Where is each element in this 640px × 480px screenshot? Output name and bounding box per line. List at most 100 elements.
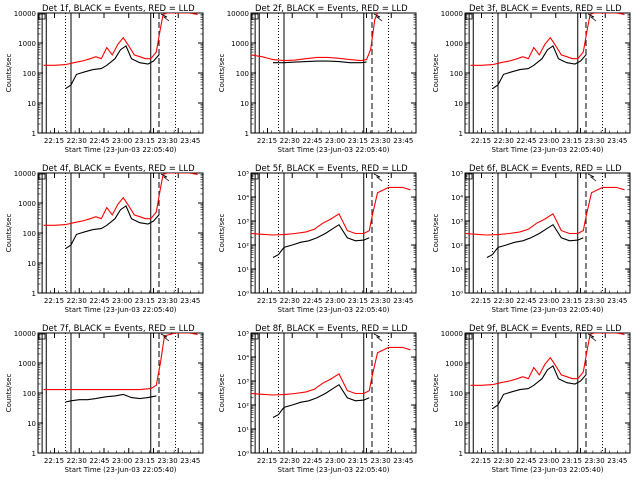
x-tick-label: 23:15 (348, 457, 368, 465)
series-group (470, 333, 625, 410)
corner-marker (38, 333, 46, 340)
series-group (470, 13, 625, 90)
flare-marker-icon (160, 13, 170, 22)
x-tick-label: 22:45 (302, 137, 322, 145)
x-tick-label: 22:30 (494, 457, 514, 465)
chart-panel-8: Det 8f, BLACK = Events, RED = LLD Counts/… (218, 324, 417, 474)
event-lines (41, 13, 176, 133)
x-tick-label: 23:30 (370, 297, 390, 305)
y-axis-label: Counts/sec (218, 374, 226, 413)
chart-panel-4: Det 4f, BLACK = Events, RED = LLD Counts/… (5, 164, 204, 314)
series-lld-line (470, 333, 625, 386)
event-lines (468, 173, 603, 293)
x-tick-label: 22:30 (67, 137, 87, 145)
x-axis-label: Start Time (23-Jun-03 22:05:40) (65, 466, 177, 474)
y-axis-label: Counts/sec (432, 54, 440, 93)
x-tick-label: 22:15 (44, 457, 64, 465)
event-lines (254, 13, 389, 133)
x-tick-label: 22:15 (471, 297, 491, 305)
x-tick-label: 23:30 (157, 457, 177, 465)
series-group (43, 333, 198, 403)
x-tick-label: 23:45 (180, 457, 200, 465)
chart-panel-5: Det 5f, BLACK = Events, RED = LLD Counts/… (218, 164, 417, 314)
x-tick-label: 22:15 (44, 137, 64, 145)
series-group (465, 186, 625, 258)
y-tick-label: 1000 (18, 40, 36, 48)
y-tick-label: 10³ (451, 218, 463, 226)
series-events-line (272, 383, 370, 418)
y-tick-label: 1 (32, 450, 36, 458)
x-tick-label: 22:30 (67, 457, 87, 465)
x-tick-label: 23:15 (135, 137, 155, 145)
x-tick-label: 23:00 (325, 137, 345, 145)
corner-marker (38, 13, 46, 20)
x-tick-label: 23:15 (348, 137, 368, 145)
y-tick-label: 100 (23, 230, 36, 238)
corner-marker (465, 13, 473, 20)
x-axis-label: Start Time (23-Jun-03 22:05:40) (65, 306, 177, 314)
x-tick-label: 22:45 (516, 457, 536, 465)
x-tick-label: 22:30 (280, 297, 300, 305)
x-tick-label: 23:15 (135, 297, 155, 305)
event-lines (41, 333, 176, 453)
series-events-line (272, 223, 370, 258)
y-tick-label: 10² (237, 242, 249, 250)
chart-title: Det 6f, BLACK = Events, RED = LLD (469, 164, 622, 174)
x-axis-label: Start Time (23-Jun-03 22:05:40) (278, 466, 390, 474)
plot-frame (37, 172, 204, 294)
x-tick-label: 22:15 (471, 137, 491, 145)
y-tick-label: 100 (450, 70, 463, 78)
y-tick-label: 10⁴ (451, 194, 463, 202)
series-events-line (65, 393, 157, 403)
plot-frame (464, 172, 631, 294)
flare-marker-icon (587, 333, 597, 342)
x-tick-label: 23:15 (562, 297, 582, 305)
y-tick-label: 10000 (14, 330, 36, 338)
corner-marker (465, 173, 473, 180)
x-tick-label: 23:00 (112, 297, 132, 305)
plot-frame (250, 172, 417, 294)
y-tick-label: 1000 (231, 40, 249, 48)
x-tick-label: 23:15 (562, 457, 582, 465)
chart-panel-7: Det 7f, BLACK = Events, RED = LLD Counts/… (5, 324, 204, 474)
chart-panel-6: Det 6f, BLACK = Events, RED = LLD Counts/… (432, 164, 631, 314)
chart-title: Det 4f, BLACK = Events, RED = LLD (42, 164, 195, 174)
chart-panel-3: Det 3f, BLACK = Events, RED = LLD Counts/… (432, 4, 631, 154)
x-tick-label: 23:30 (584, 297, 604, 305)
x-tick-label: 23:45 (607, 297, 627, 305)
y-tick-label: 1 (459, 450, 463, 458)
series-group (251, 346, 411, 418)
chart-panel-2: Det 2f, BLACK = Events, RED = LLD Counts/… (218, 4, 417, 154)
x-tick-label: 23:15 (562, 137, 582, 145)
flare-marker-icon (160, 173, 170, 182)
x-tick-label: 22:15 (44, 297, 64, 305)
series-lld-line (43, 173, 198, 226)
event-lines (468, 13, 603, 133)
plot-frame (37, 332, 204, 454)
x-tick-label: 23:45 (393, 137, 413, 145)
x-tick-label: 23:45 (607, 137, 627, 145)
corner-marker (465, 333, 473, 340)
series-lld-line (43, 333, 198, 391)
series-events-line (486, 223, 584, 258)
corner-marker (38, 173, 46, 180)
series-lld-line (465, 186, 625, 236)
y-tick-label: 10 (27, 260, 36, 268)
x-tick-label: 23:00 (112, 457, 132, 465)
y-tick-label: 10000 (14, 10, 36, 18)
y-tick-label: 10 (27, 420, 36, 428)
y-tick-label: 10⁵ (237, 330, 249, 338)
y-tick-label: 10000 (14, 170, 36, 178)
x-tick-label: 23:30 (157, 137, 177, 145)
series-group (251, 13, 379, 64)
flare-marker-icon (373, 13, 383, 22)
series-lld-line (251, 346, 411, 396)
y-tick-label: 1000 (445, 360, 463, 368)
y-tick-label: 10 (454, 100, 463, 108)
x-axis-label: Start Time (23-Jun-03 22:05:40) (278, 306, 390, 314)
x-tick-label: 22:30 (494, 297, 514, 305)
y-tick-label: 10000 (441, 330, 463, 338)
y-tick-label: 10000 (227, 10, 249, 18)
chart-panel-1: Det 1f, BLACK = Events, RED = LLD Counts/… (5, 4, 204, 154)
series-events-line (492, 365, 587, 410)
